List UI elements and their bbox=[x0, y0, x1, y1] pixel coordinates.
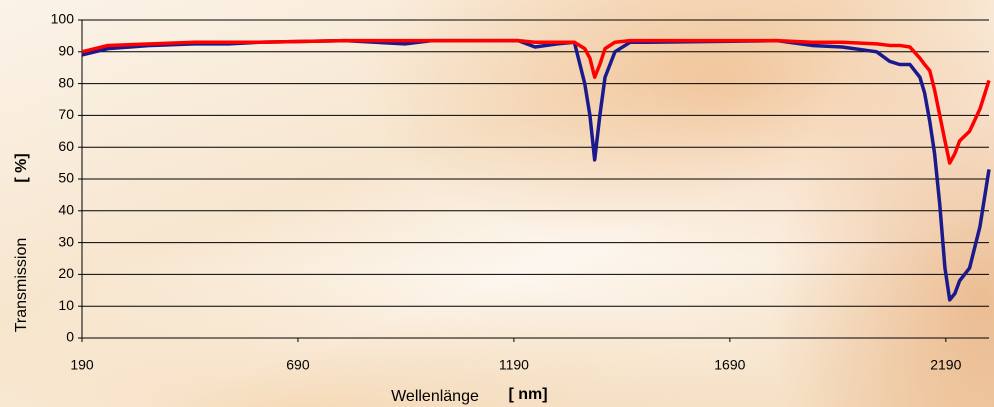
x-axis-label: Wellenlänge bbox=[391, 388, 479, 405]
y-tick-label: 100 bbox=[51, 11, 75, 27]
x-tick-label: 1690 bbox=[714, 357, 745, 373]
y-tick-label: 40 bbox=[58, 202, 74, 218]
y-axis-label: Transmission bbox=[13, 238, 30, 333]
x-tick-label: 690 bbox=[286, 357, 310, 373]
x-tick-label: 190 bbox=[70, 357, 94, 373]
y-tick-label: 30 bbox=[58, 233, 74, 249]
y-tick-label: 90 bbox=[58, 43, 74, 59]
y-tick-label: 50 bbox=[58, 170, 74, 186]
y-tick-label: 60 bbox=[58, 138, 74, 154]
y-tick-label: 0 bbox=[66, 329, 74, 345]
x-tick-label: 2190 bbox=[930, 357, 961, 373]
y-tick-label: 70 bbox=[58, 106, 74, 122]
data-line bbox=[81, 38, 991, 165]
y-tick-label: 80 bbox=[58, 74, 74, 90]
data-line bbox=[81, 38, 991, 302]
x-tick-label: 1190 bbox=[499, 357, 529, 373]
y-tick-label: 20 bbox=[58, 265, 74, 281]
y-axis-unit: [ %] bbox=[13, 153, 30, 182]
y-tick-label: 10 bbox=[58, 297, 74, 313]
x-axis-unit: [ nm] bbox=[508, 386, 547, 403]
